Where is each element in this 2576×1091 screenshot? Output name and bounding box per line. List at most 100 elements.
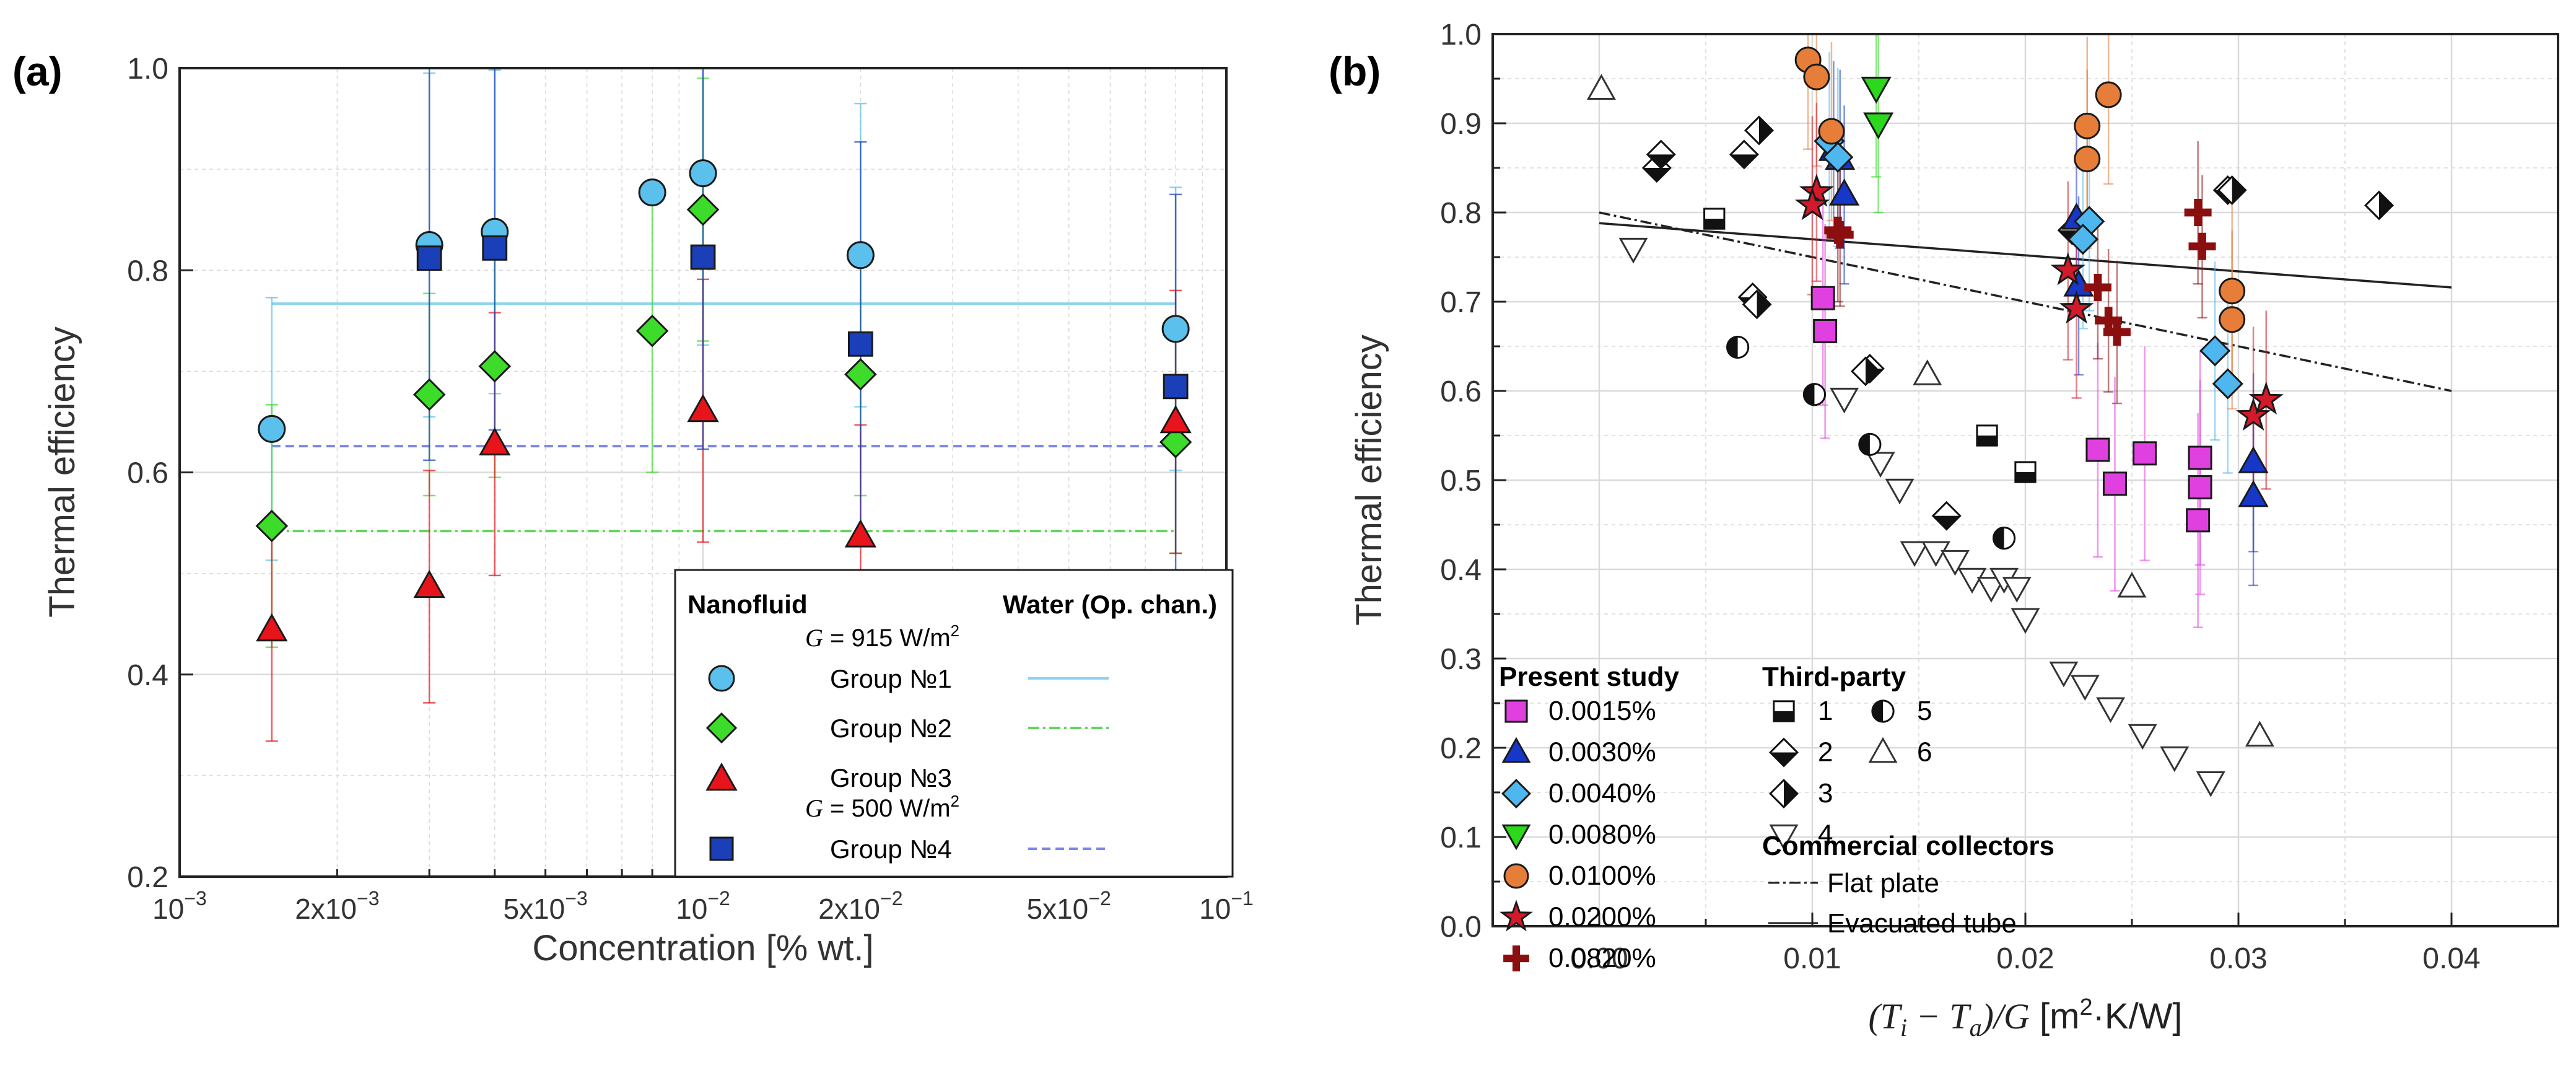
panel-b: 0.00.10.20.30.40.50.60.70.80.91.00.00 0.0… <box>1329 19 2559 1041</box>
panel-a-point-group1 <box>258 414 286 443</box>
panel-a-ytick-label: 1.0 <box>127 53 168 85</box>
legend-b-marker-3 <box>1501 779 1531 808</box>
xlabel-b-sup: 2 <box>2079 994 2092 1020</box>
legend-b-tp-label-6: 6 <box>1917 737 1932 768</box>
panel-b-ytick-label: 0.1 <box>1440 822 1482 854</box>
xlabel-b-close: )/ <box>1980 996 2007 1036</box>
legend-b-evacuated-label: Evacuated tube <box>1827 908 2017 939</box>
panel-b-point-present-5 <box>1803 63 1830 90</box>
legend-a-g915-value: = 915 W/m <box>830 624 951 652</box>
panel-b-ytick-label: 0.4 <box>1440 554 1482 587</box>
legend-a-col2-header: Water (Op. chan.) <box>1003 590 1217 619</box>
panel-b-point-thirdparty-4 <box>2049 661 2079 688</box>
legend-b-tp-label-5: 5 <box>1917 696 1932 726</box>
legend-b-label-2: 0.0030% <box>1548 737 1656 768</box>
panel-a-point-group4 <box>416 245 442 271</box>
legend-b-present-items: 0.0015% 0.0030% 0.0040% 0.0080% 0.0100% 0.020… <box>1500 696 1656 973</box>
legend-b-tp-label-3: 3 <box>1818 778 1833 808</box>
panel-b-point-present-2 <box>1829 178 1860 206</box>
xlabel-b-units-open: [m <box>2030 996 2080 1036</box>
panel-a-point-group3 <box>687 393 719 423</box>
panel-b-point-thirdparty-4 <box>2070 675 2100 701</box>
panel-b-point-present-2 <box>2238 446 2269 473</box>
panel-b-point-present-1 <box>1810 286 1835 310</box>
panel-b-point-present-6 <box>2248 381 2284 415</box>
legend-b-marker-5 <box>1503 863 1529 889</box>
panel-a-point-group2 <box>686 193 720 226</box>
panel-a-point-group1 <box>638 178 666 207</box>
legend-b-marker-7 <box>1503 945 1529 971</box>
panel-a-ylabel: Thermal efficiency <box>42 326 82 618</box>
legend-b-third-items: 1 2 3 4 5 6 <box>1769 696 1932 851</box>
legend-a-marker-group4 <box>709 836 734 861</box>
panel-b-point-thirdparty-6 <box>2117 571 2147 598</box>
panel-b-point-thirdparty-5 <box>1993 527 2016 550</box>
panel-b-point-present-4 <box>1861 76 1892 104</box>
panel-b-point-thirdparty-6 <box>1586 74 1616 100</box>
panel-b-point-present-7 <box>1826 221 1854 248</box>
panel-b-point-thirdparty-5 <box>1858 432 1882 457</box>
legend-b-marker-4 <box>1501 824 1531 851</box>
panel-b-point-thirdparty-4 <box>1941 550 1970 576</box>
panel-b-point-present-5 <box>2219 278 2246 305</box>
panel-b-point-present-5 <box>2074 112 2101 139</box>
legend-b-label-4: 0.0080% <box>1548 820 1656 850</box>
panel-b-point-present-1 <box>2186 508 2211 533</box>
panel-a-point-group3 <box>1159 405 1192 434</box>
panel-a: 0.2 0.4 0.6 0.8 1.0 10−3 2x10−3 5x10−3 10−2 2x10−… <box>12 48 1254 968</box>
panel-b-point-thirdparty-4 <box>1900 541 1929 567</box>
panel-a-ytick-label: 0.6 <box>127 457 168 490</box>
panel-a-ticks: 0.2 0.4 0.6 0.8 1.0 10−3 2x10−3 5x10−3 10−2 2x10−… <box>127 53 1254 925</box>
panel-a-legend: Nanofluid Water (Op. chan.) G = 915 W/m2… <box>674 569 1234 878</box>
panel-b-point-thirdparty-4 <box>1830 387 1859 414</box>
panel-b-point-present-1 <box>2188 445 2212 470</box>
panel-a-ytick-label: 0.4 <box>127 659 168 692</box>
panel-a-xtick-label: 5x10−2 <box>1027 887 1111 925</box>
panel-b-point-thirdparty-3 <box>2364 190 2395 221</box>
panel-b-ytick-label: 0.9 <box>1440 108 1482 141</box>
panel-b-point-present-1 <box>1813 319 1838 344</box>
legend-a-label-group4: Group №4 <box>830 835 952 864</box>
panel-b-point-present-1 <box>2085 437 2110 462</box>
panel-b-point-thirdparty-4 <box>1866 452 1895 478</box>
legend-b-label-5: 0.0100% <box>1548 861 1656 891</box>
panel-a-label: (a) <box>12 48 63 94</box>
panel-b-ticks: 0.00.10.20.30.40.50.60.70.80.91.00.00 0.0… <box>1440 19 2559 975</box>
panel-b-ytick-label: 0.3 <box>1440 643 1482 676</box>
panel-b-point-thirdparty-6 <box>2245 721 2274 747</box>
legend-b-third-header: Third-party <box>1762 662 1906 692</box>
legend-a-g915-sup: 2 <box>951 621 959 640</box>
legend-a-col1-header: Nanofluid <box>688 590 808 619</box>
panel-a-xlabel: Concentration [% wt.] <box>532 928 873 968</box>
panel-a-xtick-label: 2x10−2 <box>818 887 902 925</box>
panel-b-point-thirdparty-2 <box>1646 139 1676 170</box>
legend-b-marker-6 <box>1500 900 1533 932</box>
panel-a-reference-lines <box>271 302 1176 533</box>
legend-a-marker-group3 <box>705 762 738 791</box>
xlabel-b-g: G <box>2004 996 2030 1036</box>
panel-a-point-group2 <box>1159 426 1192 458</box>
legend-b-label-3: 0.0040% <box>1548 778 1656 808</box>
legend-a-g915: G = 915 W/m2 <box>805 621 959 652</box>
xlabel-b-units-close: ·K/W] <box>2093 996 2183 1036</box>
legend-b-tp-label-2: 2 <box>1818 737 1833 768</box>
panel-a-point-group4 <box>847 331 873 357</box>
legend-b-tp-marker-3 <box>1769 779 1799 808</box>
panel-b-point-present-6 <box>1799 173 1835 207</box>
panel-b-point-present-5 <box>2219 306 2246 333</box>
legend-a-label-group1: Group №1 <box>830 664 952 693</box>
panel-b-point-thirdparty-4 <box>2011 608 2040 634</box>
panel-b-xtick-label: 0.02 <box>1996 942 2054 975</box>
panel-b-point-thirdparty-2 <box>1729 139 1759 170</box>
panel-a-point-group3 <box>479 427 511 456</box>
panel-a-point-group3 <box>413 569 445 598</box>
panel-b-point-present-3 <box>1822 141 1854 173</box>
panel-b-point-thirdparty-4 <box>2096 697 2126 724</box>
panel-b-point-thirdparty-4 <box>1618 237 1648 264</box>
xlabel-b-a: a <box>1970 1014 1982 1041</box>
panel-b-point-thirdparty-2 <box>1931 501 1962 531</box>
legend-a-g915-symbol: G <box>805 624 823 652</box>
panel-b-point-thirdparty-5 <box>1802 383 1827 406</box>
panel-b-point-present-3 <box>2199 335 2231 367</box>
panel-a-point-group1 <box>689 159 717 188</box>
